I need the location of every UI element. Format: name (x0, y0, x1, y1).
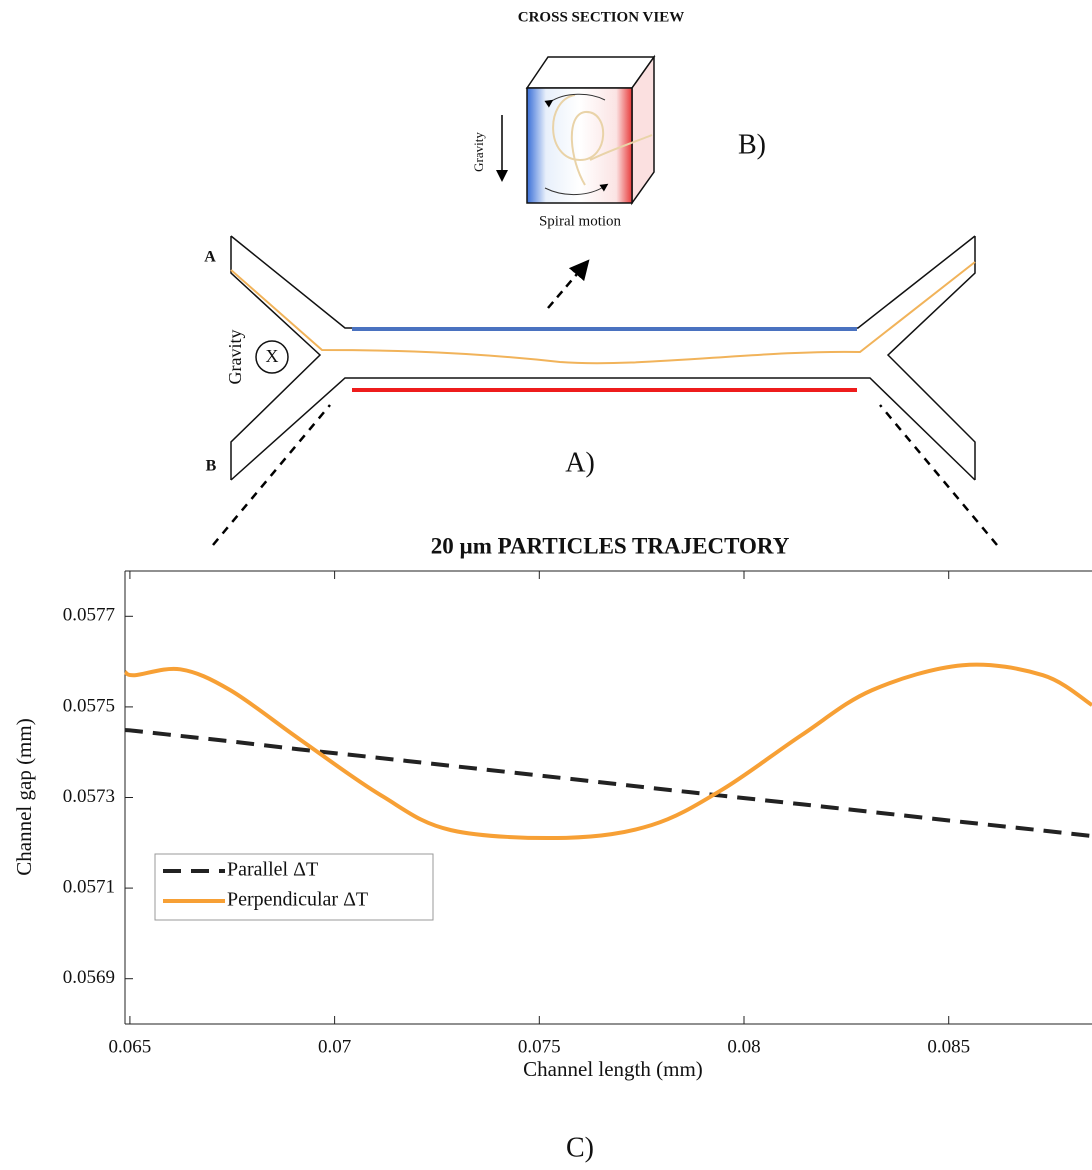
inlet-label: A (204, 249, 216, 266)
trajectory (231, 262, 975, 363)
y-tick-label: 0.0575 (63, 695, 115, 716)
cross-section-title: CROSS SECTION VIEW (518, 9, 684, 25)
x-tick-label: 0.08 (727, 1036, 760, 1057)
zoom-arrow (548, 267, 583, 308)
panel-label: A) (565, 447, 595, 478)
y-axis-label: Channel gap (mm) (12, 718, 36, 875)
page: CROSS SECTION VIEW B) Gravity Spiral mot… (0, 0, 1092, 1170)
inlet-label: B (206, 458, 217, 475)
y-tick-label: 0.0569 (63, 967, 115, 988)
gravity-symbol-text: X (266, 346, 279, 366)
series-line (125, 665, 1092, 838)
y-tick-label: 0.0573 (63, 786, 115, 807)
channel (231, 236, 975, 480)
cube-caption: Spiral motion (539, 213, 622, 229)
legend-label: Perpendicular ΔT (227, 889, 368, 911)
panel-label: C) (566, 1132, 594, 1163)
x-tick-label: 0.07 (318, 1036, 351, 1057)
y-tick-label: 0.0577 (63, 605, 115, 626)
gravity-label: Gravity (471, 132, 486, 172)
panel-label: B) (738, 129, 766, 160)
legend-label: Parallel ΔT (227, 859, 318, 881)
y-tick-label: 0.0571 (63, 876, 115, 897)
gravity-label: Gravity (225, 330, 245, 385)
zoom-line (880, 405, 997, 545)
chart-title: 20 µm PARTICLES TRAJECTORY (431, 533, 790, 558)
x-tick-label: 0.075 (518, 1036, 561, 1057)
figure: CROSS SECTION VIEW B) Gravity Spiral mot… (0, 0, 1092, 1170)
plot-frame (125, 571, 1092, 1024)
x-tick-label: 0.085 (927, 1036, 970, 1057)
cube (527, 57, 654, 203)
x-tick-label: 0.065 (109, 1036, 152, 1057)
x-axis-label: Channel length (mm) (523, 1057, 703, 1081)
series-line (125, 730, 1092, 836)
